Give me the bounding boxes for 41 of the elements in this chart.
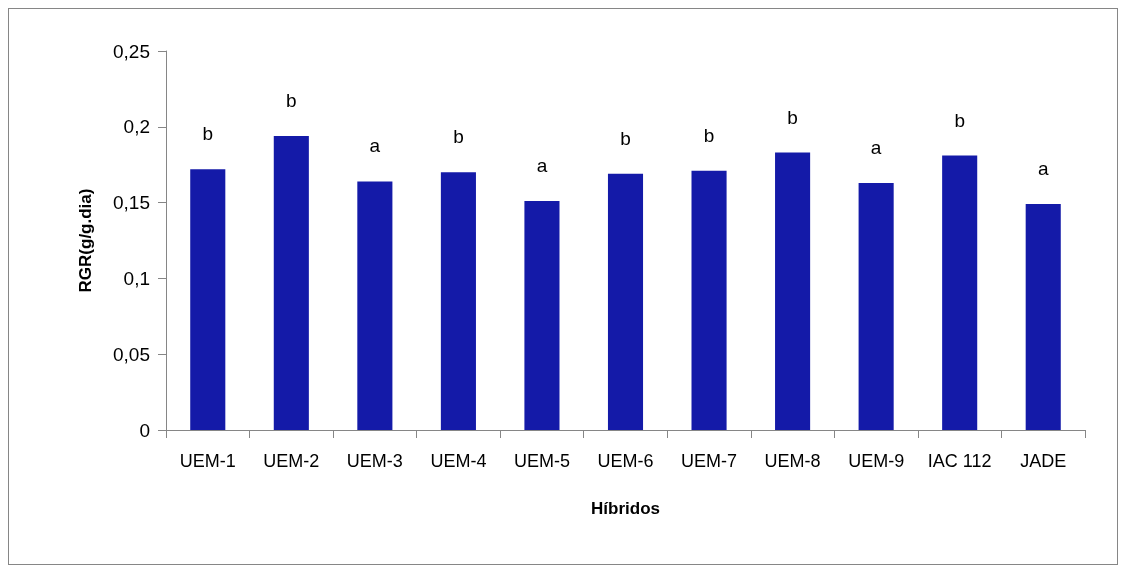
annotation: b: [202, 123, 214, 145]
x-tick-label: IAC 112: [927, 451, 992, 471]
y-tick-label: 0: [139, 419, 150, 441]
x-tick-label: UEM-9: [848, 451, 905, 471]
x-tick-label: UEM-3: [346, 451, 403, 471]
annotation: b: [286, 89, 297, 111]
annotation: b: [787, 106, 798, 128]
bar: [858, 182, 894, 430]
bar: [691, 170, 727, 430]
y-tick-label: 0,05: [113, 343, 150, 365]
x-tick-label: UEM-2: [263, 451, 320, 471]
x-tick-label: JADE: [1020, 451, 1067, 471]
annotation: b: [453, 126, 464, 148]
bar: [357, 181, 393, 430]
x-tick-label: UEM-6: [597, 451, 654, 471]
y-tick-label: 0,15: [113, 192, 150, 214]
x-tick-label: UEM-7: [681, 451, 738, 471]
x-tick-label: UEM-4: [430, 451, 487, 471]
bar: [524, 201, 560, 430]
annotation: a: [1037, 158, 1049, 180]
y-tick-label: 0,1: [123, 267, 150, 289]
annotation: b: [954, 109, 965, 131]
x-tick-label: UEM-8: [764, 451, 821, 471]
bar: [775, 152, 811, 430]
annotation: a: [369, 135, 381, 157]
y-tick-label: 0,25: [113, 40, 150, 62]
x-axis-title: Híbridos: [591, 499, 660, 518]
annotation: b: [620, 127, 631, 149]
bar: [190, 169, 226, 430]
y-tick-label: 0,2: [123, 116, 150, 138]
annotation: a: [536, 155, 548, 177]
x-tick-label: UEM-5: [513, 451, 570, 471]
y-axis-title: RGR(g/g.dia): [76, 188, 95, 293]
bar: [440, 172, 476, 430]
bar: [607, 173, 644, 430]
annotation: a: [870, 136, 882, 158]
bar: [1025, 204, 1061, 430]
bar: [273, 135, 309, 430]
bar: [942, 155, 978, 430]
annotation: b: [703, 124, 715, 146]
x-tick-label: UEM-1: [179, 451, 236, 471]
